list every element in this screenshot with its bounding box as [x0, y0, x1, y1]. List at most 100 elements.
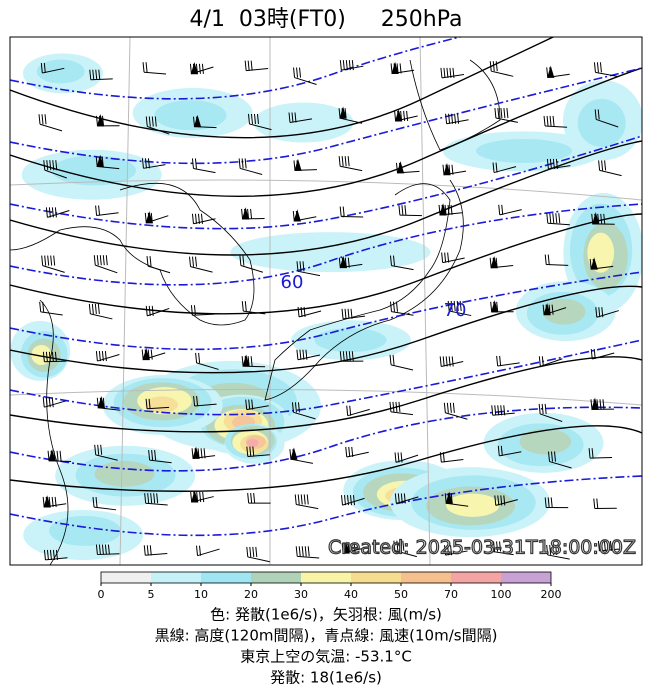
barb-flag: [549, 158, 552, 169]
barb-shaft: [147, 126, 170, 135]
wind-barb: [389, 401, 414, 416]
barb-flag: [147, 493, 150, 504]
title: 4/1 03時(FT0) 250hPa: [190, 7, 463, 32]
barb-flag: [340, 495, 343, 506]
height-contour: [10, 285, 642, 374]
barb-flag: [42, 397, 45, 408]
wind-barb: [496, 355, 520, 367]
barb-flag: [151, 116, 154, 127]
wind-barb: [292, 209, 317, 222]
barb-shaft: [342, 497, 365, 506]
barb-shaft: [441, 73, 465, 79]
barb-shaft: [44, 360, 67, 363]
barb-flag: [304, 546, 307, 557]
barb-flag: [588, 448, 591, 459]
barb-flag: [94, 444, 97, 455]
wind-barb: [191, 446, 216, 459]
barb-flag: [345, 446, 348, 458]
wind-barb: [394, 493, 419, 504]
barb-flag: [93, 255, 96, 266]
divergence-shade: [476, 138, 573, 163]
barb-shaft: [545, 125, 568, 128]
barb-flag: [43, 62, 46, 74]
barb-pennant: [342, 541, 350, 554]
barb-flag: [56, 450, 59, 461]
barb-flag: [150, 349, 153, 360]
barb-flag: [451, 356, 454, 367]
barb-flag: [490, 301, 493, 312]
barb-flag: [595, 307, 598, 318]
barb-shaft: [290, 458, 313, 464]
barb-flag: [302, 261, 305, 272]
barb-flag: [294, 494, 297, 505]
divergence-shade: [519, 428, 572, 455]
wind-barb: [189, 62, 214, 75]
barb-flag: [92, 497, 95, 508]
barb-flag: [348, 351, 351, 362]
barb-flag: [51, 397, 54, 408]
colorbar-segment: [351, 572, 401, 583]
barb-flag: [145, 398, 148, 409]
contour-label: 60: [281, 272, 304, 293]
wind-barb: [538, 356, 563, 367]
colorbar-tick-label: 20: [244, 588, 258, 601]
barb-flag: [542, 304, 545, 315]
barb-shaft: [599, 169, 622, 177]
wind-barb: [196, 545, 220, 557]
barb-flag: [40, 62, 43, 74]
wind-barb: [590, 397, 614, 410]
wind-barb: [95, 544, 120, 556]
barb-flag: [348, 60, 351, 71]
barb-flag: [452, 402, 455, 413]
barb-flag: [145, 305, 148, 316]
divergence-shade: [154, 100, 227, 131]
barb-flag: [46, 549, 49, 560]
barb-flag: [201, 63, 204, 74]
barb-shaft: [289, 118, 313, 123]
wind-barb: [591, 212, 615, 225]
barb-flag: [447, 545, 450, 556]
barb-pennant: [241, 207, 250, 220]
barb-flag: [244, 301, 247, 312]
barb-flag: [249, 546, 252, 557]
wind-barb: [141, 347, 166, 361]
height-contour: [10, 140, 642, 256]
divergence-shade: [94, 460, 155, 487]
barb-flag: [399, 540, 402, 551]
barb-shaft: [293, 411, 316, 420]
barb-flag: [189, 63, 192, 74]
barb-flag: [447, 204, 450, 216]
barb-flag: [100, 444, 103, 455]
barb-flag: [547, 254, 550, 265]
barb-flag: [94, 303, 97, 314]
barb-flag: [148, 116, 151, 127]
barb-flag: [296, 349, 299, 360]
barb-shaft: [497, 362, 520, 367]
barb-shaft: [391, 311, 414, 316]
barb-flag: [342, 60, 345, 71]
barb-flag: [49, 549, 52, 560]
barb-shaft: [294, 77, 317, 85]
barb-flag: [190, 491, 193, 503]
barb-flag: [338, 156, 341, 167]
colorbar-tick-label: 30: [294, 588, 308, 601]
wind-barb: [490, 541, 514, 556]
barb-pennant: [439, 203, 447, 216]
barb-flag: [299, 67, 302, 78]
barb-flag: [453, 300, 456, 312]
barb-shaft: [595, 71, 618, 77]
barb-shaft: [441, 361, 464, 367]
barb-shaft: [493, 166, 517, 174]
barb-shaft: [90, 313, 113, 320]
barb-flag: [53, 255, 56, 266]
barb-flag: [400, 452, 403, 463]
barb-flag: [196, 545, 199, 556]
colorbar-segment: [101, 572, 151, 583]
barb-flag: [599, 399, 602, 410]
barb-shaft: [590, 457, 613, 459]
wind-barb: [89, 69, 113, 81]
barb-flag: [153, 493, 156, 504]
barb-pennant: [193, 114, 202, 128]
barb-flag: [456, 300, 459, 312]
